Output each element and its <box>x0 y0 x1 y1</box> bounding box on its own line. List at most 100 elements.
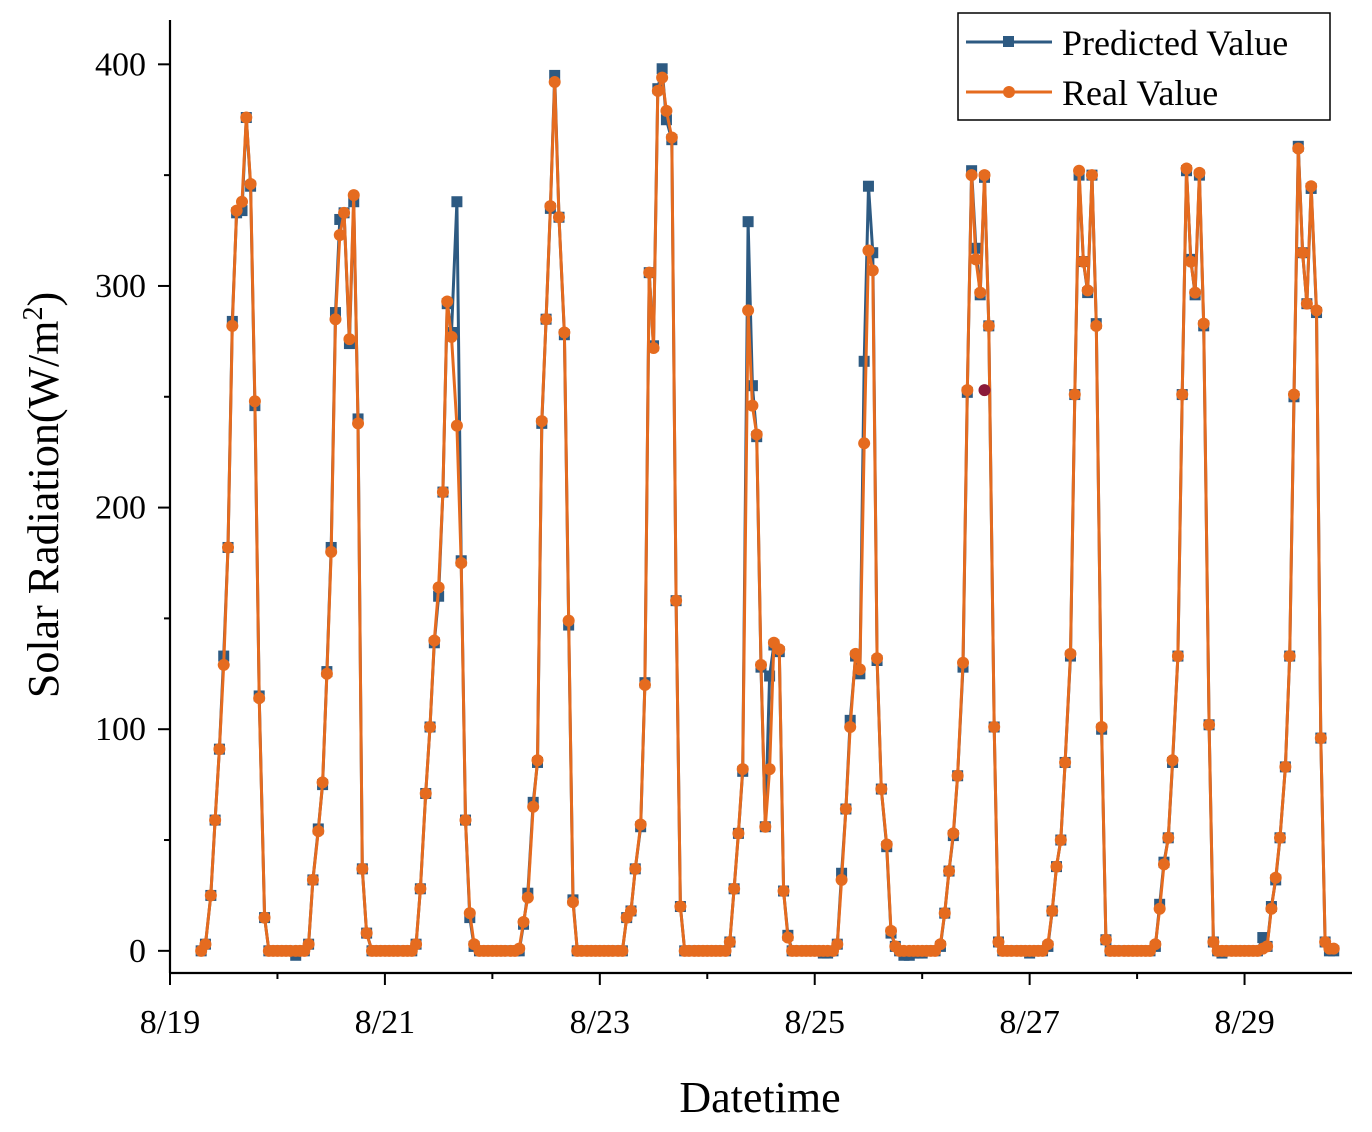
data-point-real <box>988 720 1001 733</box>
data-point-real <box>1081 284 1094 297</box>
data-point-real <box>459 814 472 827</box>
data-point-real <box>517 916 530 929</box>
data-point-real <box>858 437 871 450</box>
legend: Predicted Value Real Value <box>957 12 1331 121</box>
data-point-real <box>978 169 991 182</box>
y-axis-title-main: Solar Radiation(W/m <box>19 321 68 699</box>
data-point-real <box>1068 388 1081 401</box>
data-point-real <box>862 244 875 257</box>
data-point-real <box>1300 297 1313 310</box>
data-point-real <box>209 814 222 827</box>
data-point-real <box>419 787 432 800</box>
data-point-predicted <box>334 213 346 225</box>
data-point-real <box>445 330 458 343</box>
data-point-real <box>723 935 736 948</box>
x-tick-label: 8/23 <box>570 1004 630 1041</box>
data-point-real <box>866 264 879 277</box>
data-point-real <box>1203 718 1216 731</box>
data-point-real <box>441 295 454 308</box>
data-point-real <box>312 825 325 838</box>
data-point-real <box>982 319 995 332</box>
data-point-real <box>781 931 794 944</box>
x-tick-label: 8/25 <box>785 1004 845 1041</box>
data-point-real <box>634 818 647 831</box>
data-point-real <box>732 827 745 840</box>
data-point-real <box>643 266 656 279</box>
data-point-real <box>1050 860 1063 873</box>
data-point-real <box>1207 935 1220 948</box>
data-point-real <box>1197 317 1210 330</box>
data-point-real <box>651 84 664 97</box>
data-point-real <box>428 634 441 647</box>
highlighted-data-point <box>978 384 991 397</box>
data-point-real <box>226 319 239 332</box>
y-axis-title: Solar Radiation(W/m2) <box>18 292 68 698</box>
data-point-real <box>961 384 974 397</box>
data-point-real <box>544 200 557 213</box>
legend-label-real: Real Value <box>1062 73 1218 113</box>
data-point-real <box>240 111 253 124</box>
data-point-real <box>736 763 749 776</box>
data-point-real <box>624 904 637 917</box>
data-point-real <box>616 944 629 957</box>
data-point-real <box>1314 732 1327 745</box>
data-point-real <box>356 862 369 875</box>
data-point-real <box>974 286 987 299</box>
data-point-real <box>329 313 342 326</box>
data-point-real <box>1162 831 1175 844</box>
data-point-real <box>535 415 548 428</box>
data-point-real <box>306 873 319 886</box>
data-point-real <box>1279 760 1292 773</box>
data-point-real <box>1090 319 1103 332</box>
data-point-real <box>1193 166 1206 179</box>
data-point-real <box>844 720 857 733</box>
data-point-real <box>347 189 360 202</box>
data-point-real <box>343 333 356 346</box>
data-point-real <box>1099 933 1112 946</box>
y-axis-title-superscript: 2 <box>18 307 49 321</box>
x-tick-label: 8/21 <box>355 1004 415 1041</box>
series-real <box>195 71 1340 957</box>
data-point-real <box>1054 834 1067 847</box>
data-point-real <box>230 204 243 217</box>
data-point-real <box>558 326 571 339</box>
data-point-real <box>1283 650 1296 663</box>
data-point-real <box>320 667 333 680</box>
data-point-real <box>1327 942 1340 955</box>
data-point-real <box>552 211 565 224</box>
data-point-real <box>222 541 235 554</box>
data-point-real <box>875 783 888 796</box>
data-point-predicted <box>862 180 874 192</box>
data-point-real <box>258 911 271 924</box>
data-point-real <box>562 614 575 627</box>
data-point-real <box>531 754 544 767</box>
data-point-real <box>777 884 790 897</box>
data-point-real <box>947 827 960 840</box>
data-point-real <box>1046 904 1059 917</box>
data-point-real <box>548 76 561 89</box>
data-point-real <box>1085 169 1098 182</box>
data-point-real <box>302 938 315 951</box>
data-point-real <box>755 658 767 671</box>
data-point-real <box>831 938 844 951</box>
data-point-real <box>951 769 964 782</box>
data-point-real <box>513 942 526 955</box>
axes <box>168 20 1352 975</box>
data-point-real <box>763 763 776 776</box>
data-point-real <box>719 944 732 957</box>
data-point-real <box>773 643 786 656</box>
data-point-real <box>463 907 476 920</box>
data-point-real <box>938 907 951 920</box>
data-point-real <box>1064 647 1077 660</box>
data-point-real <box>629 862 642 875</box>
y-tick-label: 300 <box>95 268 146 305</box>
data-point-real <box>943 865 956 878</box>
data-point-real <box>835 873 848 886</box>
data-point-real <box>759 820 772 833</box>
data-point-real <box>352 417 365 430</box>
data-point-real <box>1184 255 1197 268</box>
y-axis-title-close: ) <box>19 292 68 307</box>
data-point-real <box>338 206 351 219</box>
data-point-real <box>638 678 651 691</box>
ticks-layer: 0 100 200 300 400 8/19 8/21 8/23 8/25 8/27 8/29 <box>95 46 1275 1041</box>
